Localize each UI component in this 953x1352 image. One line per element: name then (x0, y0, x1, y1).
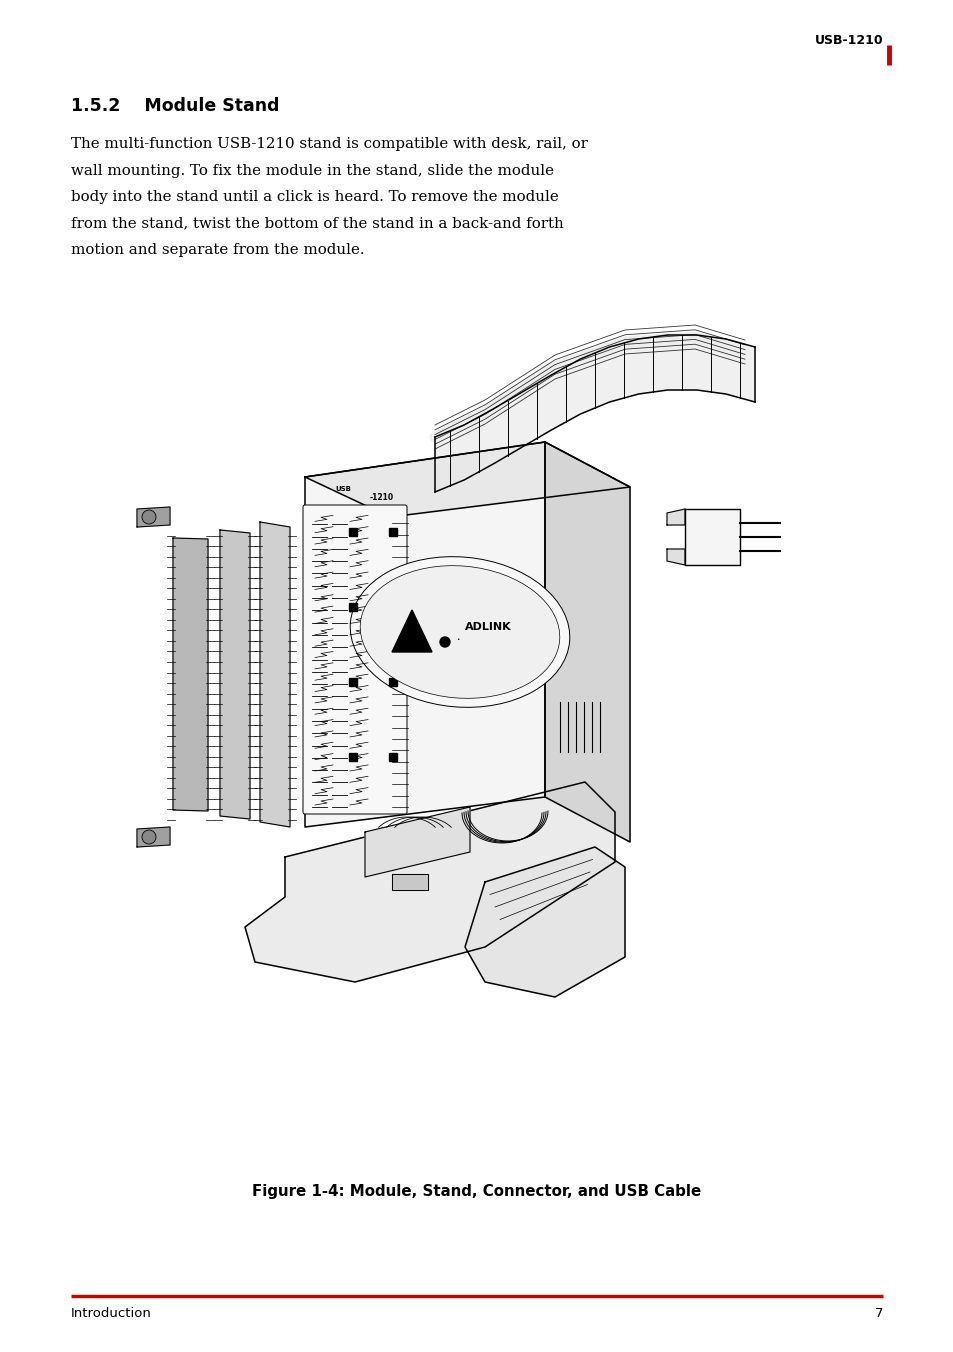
Polygon shape (684, 508, 740, 565)
Polygon shape (305, 442, 629, 516)
Text: USB-1210: USB-1210 (814, 34, 882, 47)
Bar (349, 677, 356, 685)
Bar (389, 677, 396, 685)
Text: The multi-function USB-1210 stand is compatible with desk, rail, or: The multi-function USB-1210 stand is com… (71, 137, 587, 151)
Text: wall mounting. To fix the module in the stand, slide the module: wall mounting. To fix the module in the … (71, 164, 554, 177)
Ellipse shape (350, 557, 569, 707)
Text: motion and separate from the module.: motion and separate from the module. (71, 243, 364, 257)
Polygon shape (435, 335, 754, 492)
Polygon shape (137, 827, 170, 846)
Circle shape (439, 637, 450, 648)
Polygon shape (245, 781, 615, 982)
Bar (389, 603, 396, 611)
Text: body into the stand until a click is heard. To remove the module: body into the stand until a click is hea… (71, 191, 558, 204)
Polygon shape (464, 846, 624, 996)
Bar (349, 603, 356, 611)
Text: USB: USB (335, 485, 351, 492)
Polygon shape (137, 507, 170, 527)
Polygon shape (666, 508, 684, 525)
Ellipse shape (360, 565, 559, 699)
Text: 1.5.2    Module Stand: 1.5.2 Module Stand (71, 97, 279, 115)
Text: Introduction: Introduction (71, 1307, 152, 1320)
Polygon shape (365, 807, 470, 877)
Bar (389, 753, 396, 761)
Polygon shape (172, 538, 208, 811)
Text: from the stand, twist the bottom of the stand in a back-and forth: from the stand, twist the bottom of the … (71, 216, 563, 230)
Bar (389, 529, 396, 535)
Polygon shape (220, 530, 250, 819)
Bar (349, 753, 356, 761)
Bar (349, 529, 356, 535)
Polygon shape (392, 873, 428, 890)
Polygon shape (544, 442, 629, 842)
Text: 7: 7 (874, 1307, 882, 1320)
Polygon shape (305, 442, 544, 827)
Text: ADLINK: ADLINK (464, 622, 511, 631)
Text: •: • (456, 638, 459, 642)
Polygon shape (666, 549, 684, 565)
FancyBboxPatch shape (303, 506, 407, 814)
Circle shape (142, 830, 156, 844)
Circle shape (142, 510, 156, 525)
Text: -1210: -1210 (370, 493, 394, 502)
Polygon shape (392, 610, 432, 652)
Text: Figure 1-4: Module, Stand, Connector, and USB Cable: Figure 1-4: Module, Stand, Connector, an… (253, 1184, 700, 1199)
Polygon shape (260, 522, 290, 827)
